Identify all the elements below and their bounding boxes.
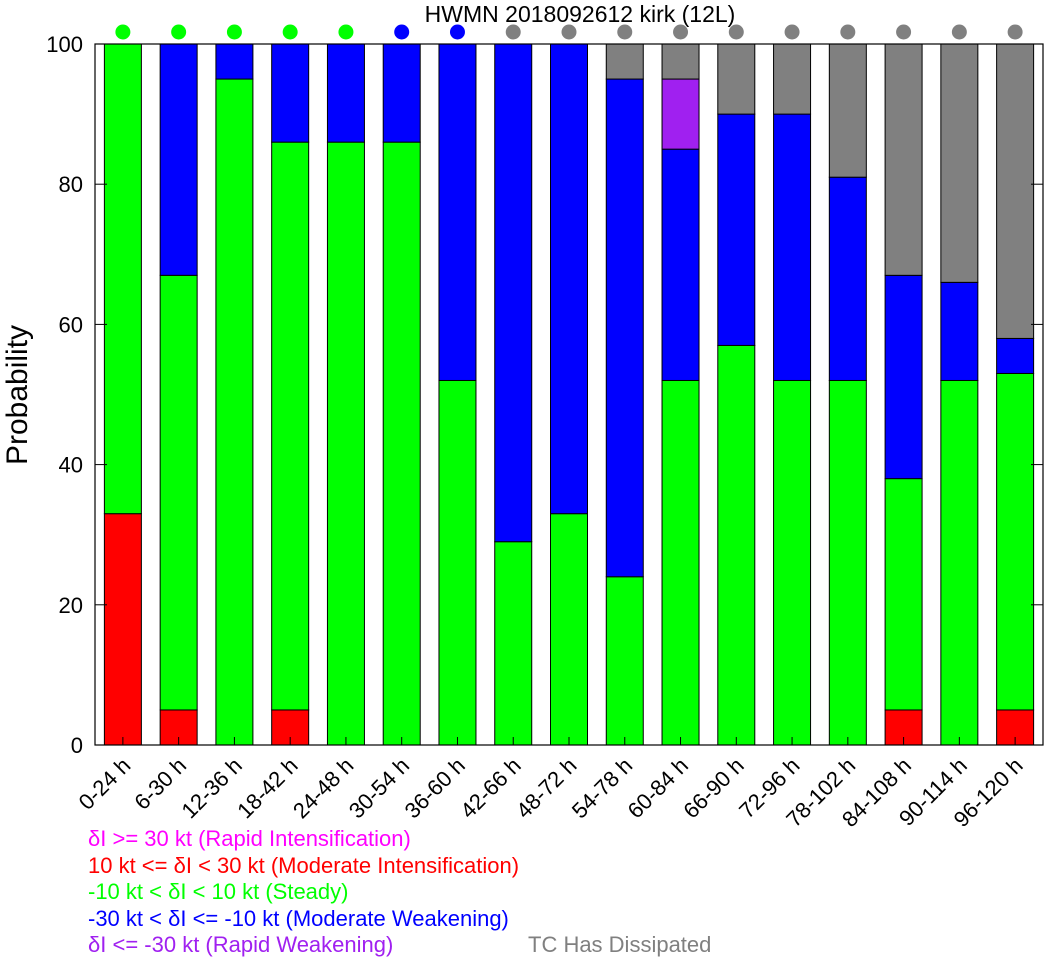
bar-segment-30-54h-s2	[382, 141, 421, 746]
x-tick-label: 18-42 h	[232, 753, 302, 823]
bar-segment-96-120h-s2	[996, 372, 1035, 711]
bar-segment-48-72h-s2	[550, 513, 588, 746]
bar-segment-42-66h-s3	[494, 43, 533, 543]
top-marker-66-90h	[728, 24, 744, 40]
y-tick-label: 40	[59, 453, 83, 478]
legend-rapid-weakening: δI <= -30 kt (Rapid Weakening)	[88, 932, 394, 957]
top-marker-30-54h	[394, 24, 410, 40]
y-tick-label: 20	[59, 593, 83, 618]
top-marker-36-60h	[449, 24, 465, 40]
bar-segment-78-102h-s3	[828, 176, 867, 381]
bar-segment-54-78h-s2	[605, 576, 644, 746]
bar-segment-30-54h-s3	[382, 43, 421, 143]
bar-segment-6-30h-s3	[159, 43, 198, 276]
bar-segment-12-36h-s2	[215, 78, 254, 746]
bar-segment-0-24h-s2	[103, 43, 142, 515]
bar-segment-90-114h-s5	[940, 43, 979, 283]
bar-segment-84-108h-s2	[884, 478, 923, 711]
bar-segment-72-96h-s5	[773, 43, 812, 115]
y-tick-label: 60	[59, 312, 83, 337]
top-marker-84-108h	[896, 24, 912, 40]
y-tick-label: 100	[46, 32, 83, 57]
legend-dissipated: TC Has Dissipated	[528, 932, 712, 957]
bar-segment-48-72h-s3	[550, 43, 588, 515]
top-marker-42-66h	[505, 24, 521, 40]
x-tick-label: 54-78 h	[567, 753, 637, 823]
x-tick-label: 36-60 h	[400, 753, 470, 823]
x-tick-label: 66-90 h	[678, 753, 748, 823]
legend-steady: -10 kt < δI < 10 kt (Steady)	[88, 879, 349, 904]
top-marker-60-84h	[673, 24, 689, 40]
bar-segment-90-114h-s3	[940, 281, 979, 381]
bar-segment-42-66h-s2	[494, 541, 533, 746]
bar-segment-78-102h-s2	[828, 379, 867, 746]
bar-segment-60-84h-s2	[661, 379, 700, 746]
bar-segment-54-78h-s3	[605, 78, 644, 578]
bar-segment-78-102h-s5	[828, 43, 867, 178]
legend-moderate-intensification: 10 kt <= δI < 30 kt (Moderate Intensific…	[88, 852, 520, 878]
y-axis-label: Probability	[1, 325, 34, 465]
bar-segment-18-42h-s2	[271, 141, 310, 711]
chart-title: HWMN 2018092612 kirk (12L)	[425, 1, 736, 27]
legend-moderate-weakening: -30 kt < δI <= -10 kt (Moderate Weakenin…	[88, 905, 509, 931]
top-marker-18-42h	[282, 24, 298, 40]
bar-segment-6-30h-s2	[159, 274, 198, 711]
bar-segment-72-96h-s2	[773, 379, 812, 746]
bar-segment-36-60h-s3	[438, 43, 477, 381]
legend-rapid-intensification: δI >= 30 kt (Rapid Intensification)	[88, 826, 411, 851]
x-tick-label: 24-48 h	[288, 753, 358, 823]
bar-segment-0-24h-s1	[103, 513, 142, 746]
bar-segment-84-108h-s5	[884, 43, 923, 276]
bar-segment-60-84h-s5	[661, 43, 700, 80]
bar-segment-66-90h-s2	[717, 344, 756, 746]
bar-segment-72-96h-s3	[773, 113, 812, 381]
top-marker-6-30h	[171, 24, 187, 40]
y-tick-label: 80	[59, 172, 83, 197]
top-marker-72-96h	[784, 24, 800, 40]
bar-segment-24-48h-s3	[326, 43, 365, 143]
legend: δI >= 30 kt (Rapid Intensification) 10 k…	[88, 826, 711, 959]
bar-segment-66-90h-s3	[717, 113, 756, 346]
top-marker-24-48h	[338, 24, 354, 40]
top-marker-90-114h	[951, 24, 967, 40]
bar-segment-54-78h-s5	[605, 43, 644, 80]
top-marker-54-78h	[617, 24, 633, 40]
x-tick-label: 60-84 h	[623, 753, 693, 823]
top-marker-0-24h	[115, 24, 131, 40]
bar-segment-66-90h-s5	[717, 43, 756, 115]
bar-segment-24-48h-s2	[326, 141, 365, 746]
y-tick-label: 0	[71, 733, 83, 758]
bar-segment-60-84h-s3	[661, 148, 700, 381]
bar-segment-36-60h-s2	[438, 379, 477, 746]
bar-segment-90-114h-s2	[940, 379, 979, 746]
top-marker-78-102h	[840, 24, 856, 40]
bar-segment-84-108h-s3	[884, 274, 923, 480]
bar-segment-12-36h-s3	[215, 43, 254, 80]
x-tick-label: 42-66 h	[455, 753, 525, 823]
x-tick-label: 12-36 h	[177, 753, 247, 823]
top-marker-12-36h	[226, 24, 242, 40]
plot-frame	[94, 43, 1044, 746]
top-marker-48-72h	[561, 24, 577, 40]
x-tick-label: 30-54 h	[344, 753, 414, 823]
bar-segment-96-120h-s5	[996, 43, 1035, 339]
top-marker-96-120h	[1007, 24, 1023, 40]
x-tick-label: 0-24 h	[74, 753, 136, 815]
x-tick-label: 48-72 h	[511, 753, 581, 823]
bar-segment-18-42h-s3	[271, 43, 310, 143]
bar-segment-96-120h-s3	[996, 337, 1035, 374]
bar-segment-60-84h-s4	[661, 78, 700, 150]
